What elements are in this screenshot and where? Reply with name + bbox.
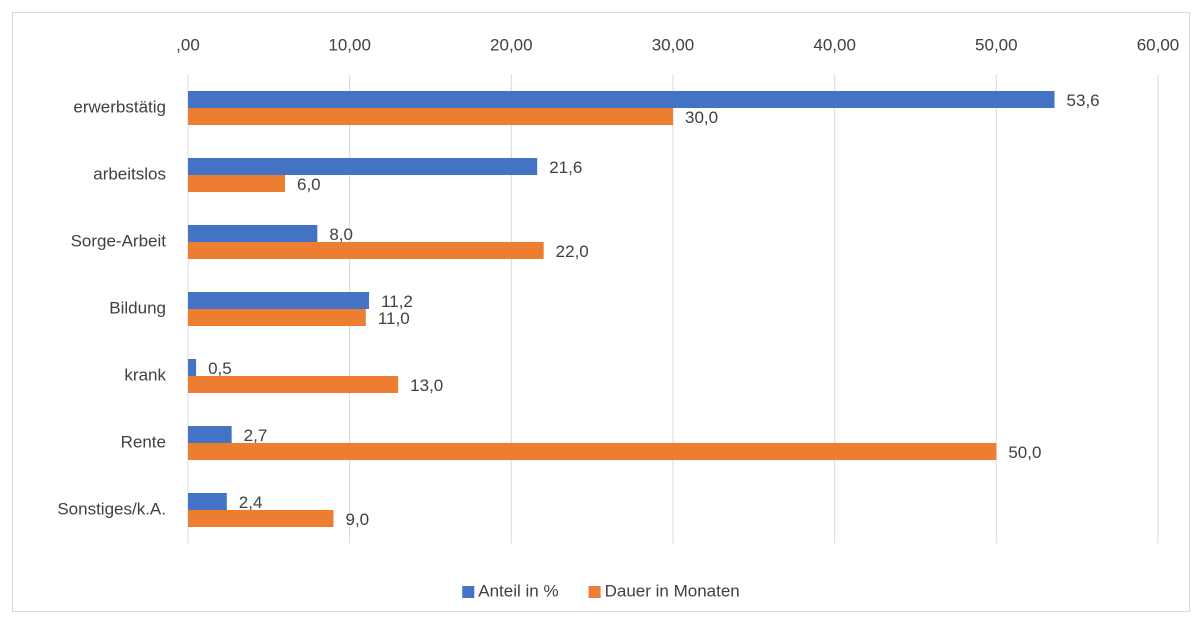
data-label: 21,6: [549, 158, 582, 177]
bar: [188, 376, 399, 393]
data-label: 53,6: [1067, 91, 1100, 110]
bar: [188, 443, 997, 460]
legend-swatch: [462, 586, 475, 598]
bar: [188, 309, 366, 326]
y-tick-label: erwerbstätig: [73, 97, 166, 116]
data-label: 2,4: [239, 493, 263, 512]
y-tick-label: Bildung: [109, 298, 166, 317]
legend-label: Dauer in Monaten: [605, 581, 740, 600]
y-tick-label: Rente: [121, 432, 166, 451]
data-label: 50,0: [1008, 443, 1041, 462]
x-tick-label: 10,00: [328, 35, 371, 54]
x-tick-label: 50,00: [975, 35, 1018, 54]
data-label: 8,0: [329, 225, 353, 244]
y-tick-label: Sorge-Arbeit: [71, 231, 167, 250]
x-tick-label: 30,00: [652, 35, 695, 54]
bar: [188, 510, 334, 527]
x-tick-label: ,00: [176, 35, 200, 54]
y-tick-label: krank: [124, 365, 166, 384]
bar: [188, 91, 1055, 108]
data-label: 13,0: [410, 376, 443, 395]
data-label: 0,5: [208, 359, 232, 378]
bar: [188, 242, 544, 259]
y-tick-label: Sonstiges/k.A.: [57, 499, 166, 518]
bar: [188, 292, 370, 309]
data-label: 11,2: [381, 292, 413, 311]
data-label: 30,0: [685, 108, 718, 127]
data-label: 6,0: [297, 175, 321, 194]
bar: [188, 225, 318, 242]
x-tick-label: 60,00: [1137, 35, 1180, 54]
bar: [188, 175, 285, 192]
data-label: 22,0: [556, 242, 589, 261]
legend-label: Anteil in %: [478, 581, 558, 600]
data-label: 2,7: [244, 426, 268, 445]
legend-swatch: [588, 586, 601, 598]
bar: [188, 426, 232, 443]
y-tick-label: arbeitslos: [93, 164, 166, 183]
data-label: 9,0: [346, 510, 370, 529]
bar: [188, 108, 673, 125]
x-tick-label: 20,00: [490, 35, 533, 54]
x-tick-label: 40,00: [813, 35, 856, 54]
bar: [188, 493, 227, 510]
data-label: 11,0: [378, 309, 410, 328]
bar: [188, 158, 538, 175]
bar: [188, 359, 197, 376]
